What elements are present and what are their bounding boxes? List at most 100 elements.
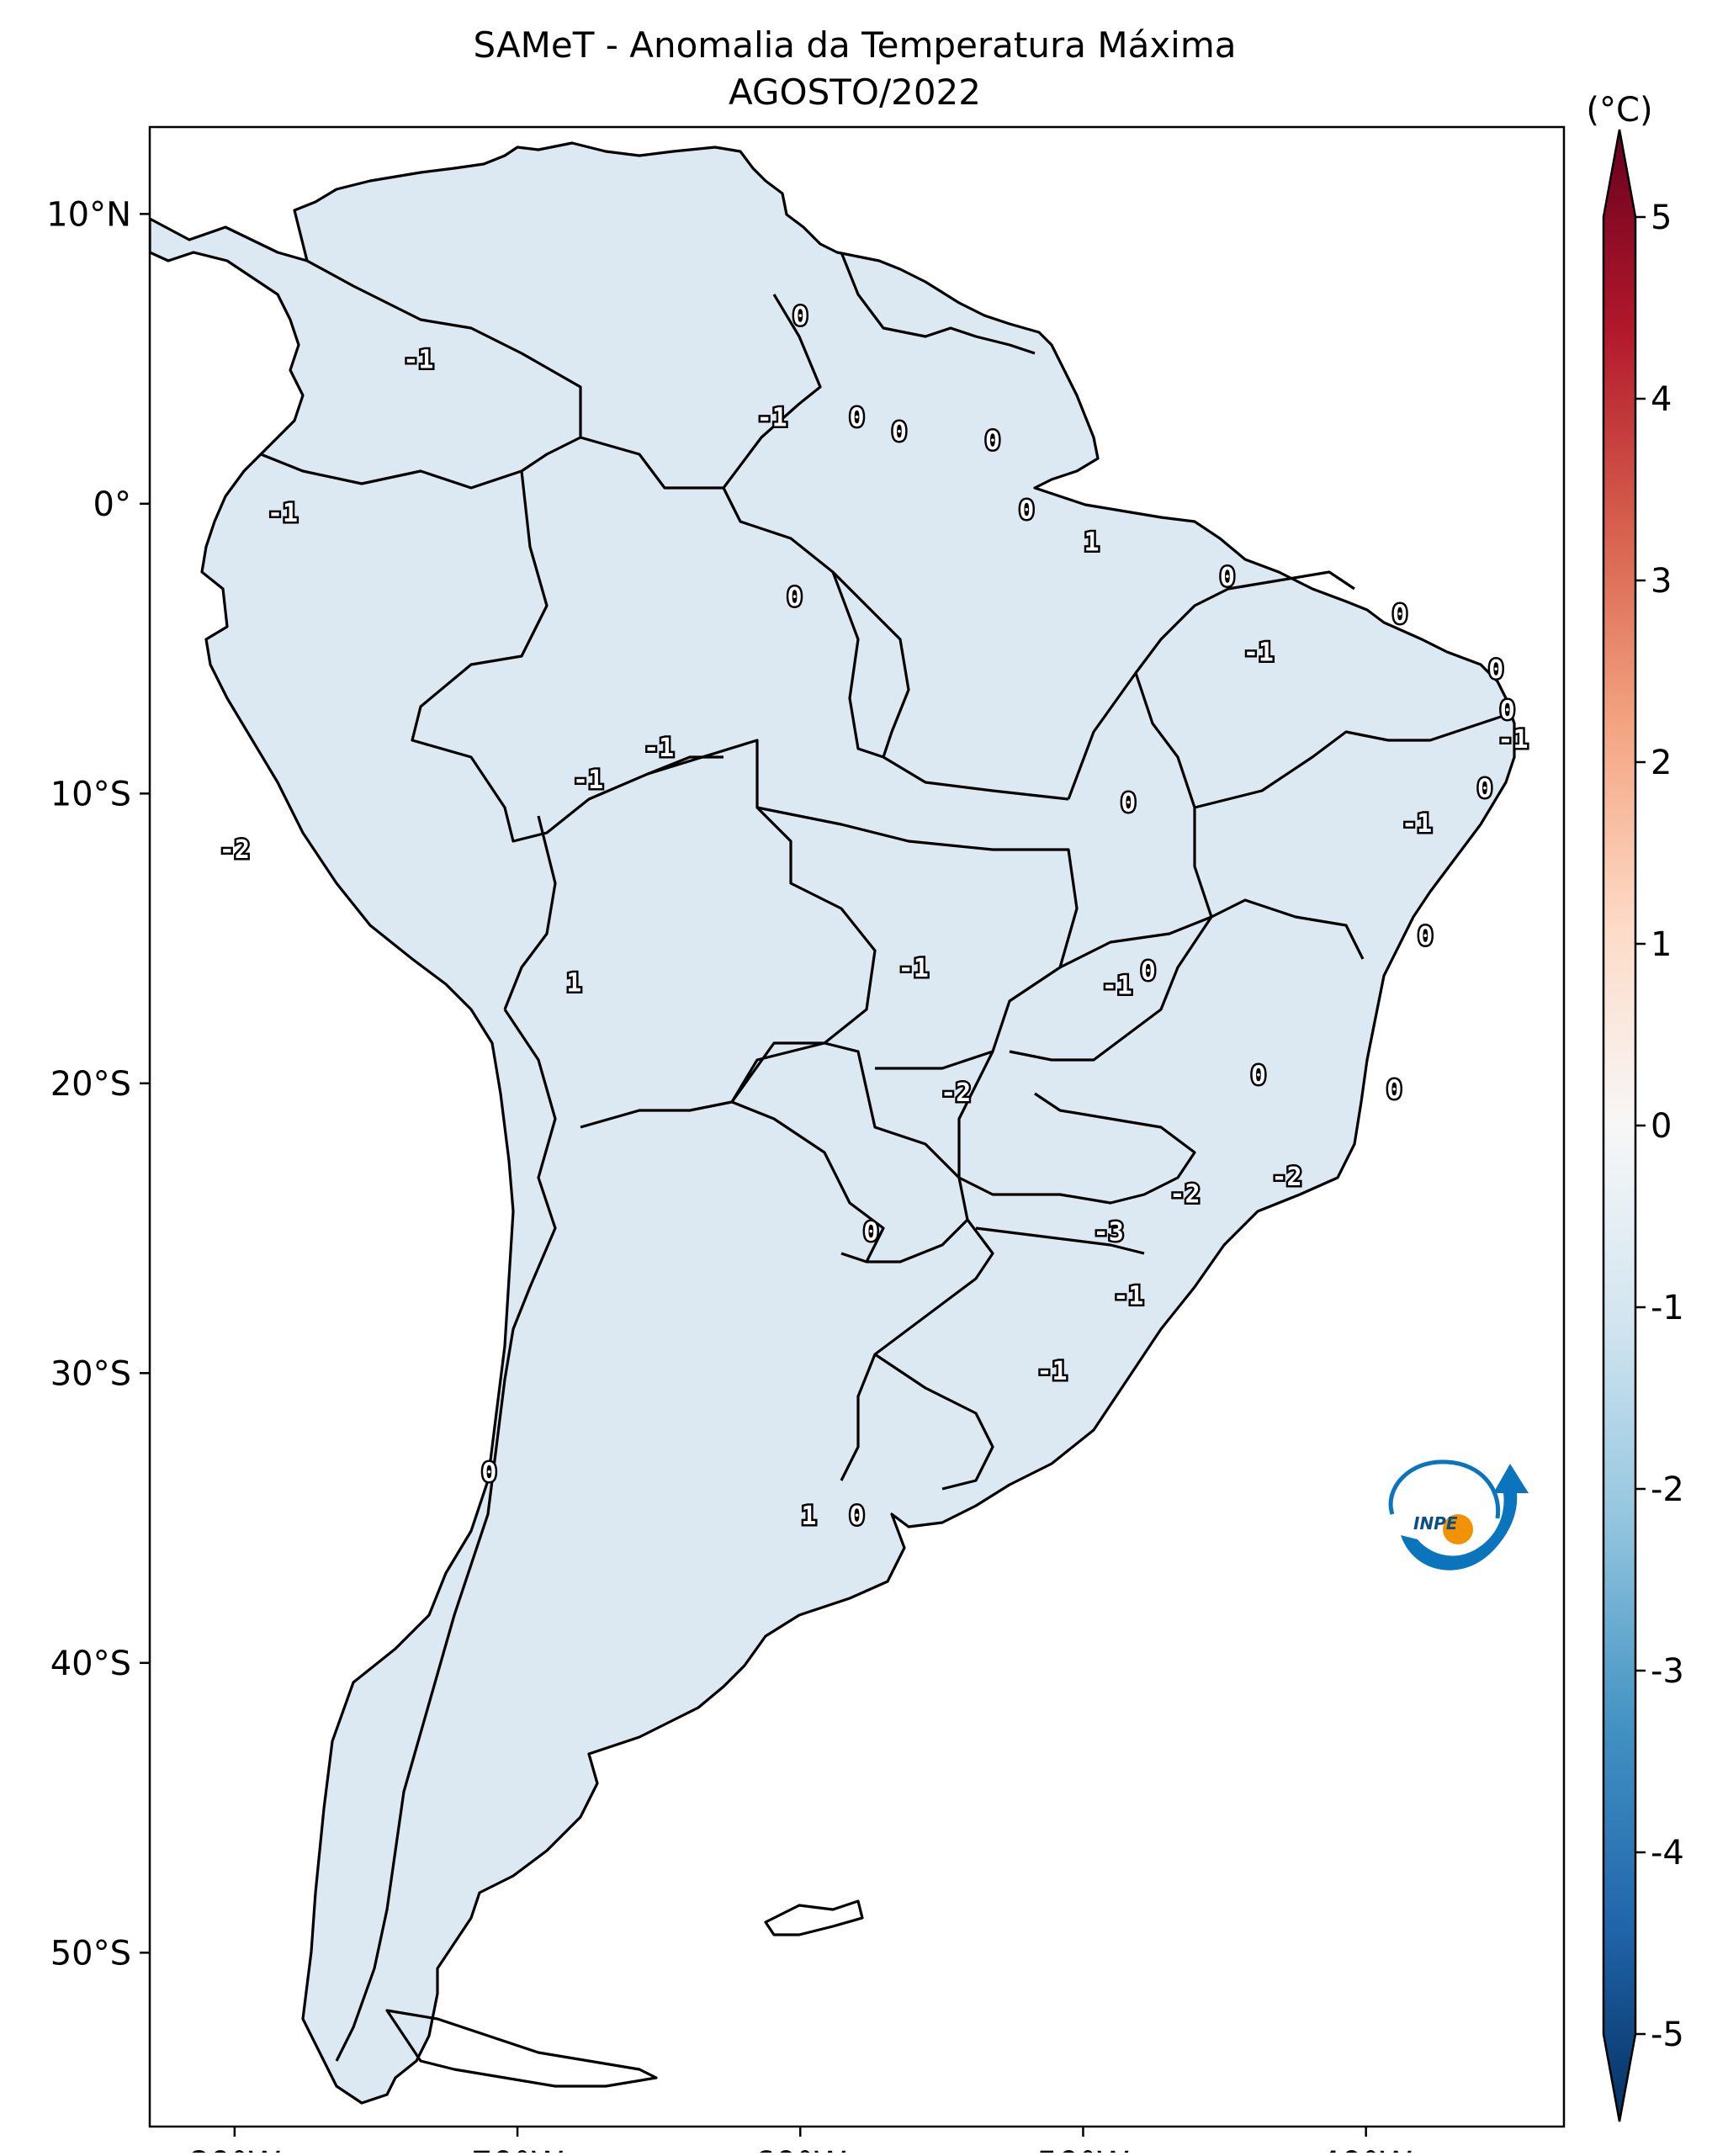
contour-label: 0 <box>1418 922 1433 951</box>
border-brazil-states-mt <box>756 806 1079 1070</box>
border-bolivia-argentina <box>580 1100 885 1263</box>
border-brazil-states-sc-rs <box>975 1226 1145 1255</box>
contour-label: 0 <box>1488 655 1503 685</box>
contour-label: 0 <box>985 426 1000 456</box>
contour-label: 1 <box>1084 528 1100 558</box>
contour-label: 0 <box>849 403 864 432</box>
colorbar-tick-label: 5 <box>1651 199 1672 237</box>
contour-label: -1 <box>1402 809 1432 839</box>
colorbar-tick-label: -4 <box>1651 1834 1684 1873</box>
contour-label: -1 <box>1102 972 1132 1001</box>
colorbar-tick-label: 2 <box>1651 744 1672 782</box>
border-peru-bolivia <box>503 815 557 1010</box>
contour-label: 1 <box>801 1502 816 1531</box>
lon-tick-label: 60°W <box>754 2145 846 2153</box>
contour-label: 0 <box>892 418 907 448</box>
lat-tick-label: 0° <box>93 485 131 524</box>
colorbar-tick-label: -5 <box>1651 2016 1684 2054</box>
lat-tick-label: 10°S <box>50 775 131 813</box>
latitude-axis: 10°N 0° 10°S 20°S 30°S 40°S 50°S <box>46 195 150 1973</box>
colorbar-unit: (°C) <box>1586 91 1652 130</box>
contour-label: 0 <box>792 302 808 331</box>
border-brazil-states-ba <box>1193 808 1365 960</box>
contour-label: -1 <box>403 346 433 375</box>
logo-sun-icon <box>1443 1514 1473 1544</box>
lon-tick-label: 70°W <box>471 2145 564 2153</box>
contour-label: 1 <box>566 968 581 998</box>
colorbar-ticks: 5 4 3 2 1 0 -1 -2 -3 -4 -5 <box>1635 199 1684 2054</box>
contour-label: -2 <box>1169 1180 1200 1210</box>
contour-label: 0 <box>1220 563 1235 592</box>
lat-tick-label: 10°N <box>46 195 131 234</box>
contour-label: 0 <box>1500 696 1515 725</box>
country-borders <box>150 141 1516 2105</box>
colorbar-body <box>1602 129 1637 2122</box>
contour-label: 0 <box>787 583 803 612</box>
map-title: SAMeT - Anomalia da Temperatura Máxima <box>474 24 1237 66</box>
contour-label: -1 <box>1497 725 1528 755</box>
contour-label: -1 <box>644 734 674 763</box>
contour-label: 0 <box>1386 1076 1402 1105</box>
border-chile-argentina <box>335 1009 557 2062</box>
contour-label: -1 <box>898 954 929 983</box>
border-brazil-states-ne <box>1134 672 1507 809</box>
contour-label: -1 <box>757 403 787 432</box>
contour-label: -1 <box>268 499 298 528</box>
border-uruguay <box>874 1353 994 1491</box>
contour-label: 0 <box>1251 1061 1266 1090</box>
map-frame <box>148 125 1566 2128</box>
lat-tick-label: 30°S <box>50 1354 131 1393</box>
contour-label: -1 <box>1036 1357 1067 1386</box>
border-peru-brazil <box>411 470 724 843</box>
border-brazil-north-states <box>722 487 1069 801</box>
lon-tick-label: 40°W <box>1319 2145 1412 2153</box>
contour-label: 0 <box>1392 601 1407 630</box>
colorbar-tick-label: -1 <box>1651 1289 1684 1327</box>
lat-tick-label: 20°S <box>50 1065 131 1104</box>
colorbar-tick-label: 4 <box>1651 380 1672 419</box>
logo-arrow-icon <box>1401 1464 1529 1571</box>
inpe-logo: INPE <box>1388 1459 1529 1571</box>
border-paraguay <box>730 1041 969 1263</box>
contour-label: -1 <box>1243 638 1274 668</box>
contour-label: -2 <box>941 1078 971 1108</box>
longitude-axis: 80°W 70°W 60°W 50°W 40°W <box>188 2127 1413 2156</box>
border-brazil-states-go-mg <box>1009 915 1213 1062</box>
contour-label: 0 <box>1121 789 1136 818</box>
border-guianas <box>840 252 1036 355</box>
contour-label: 0 <box>863 1218 878 1248</box>
colorbar: (°C) 5 4 3 2 1 0 -1 -2 -3 -4 -5 <box>1586 91 1684 2122</box>
contour-label: 0 <box>481 1458 496 1487</box>
lat-tick-label: 40°S <box>50 1645 131 1683</box>
map-subtitle: AGOSTO/2022 <box>729 72 981 113</box>
lon-tick-label: 80°W <box>188 2145 281 2153</box>
contour-label: 0 <box>1477 774 1492 803</box>
border-brazil-states-amazonas-para <box>831 570 910 758</box>
contour-label: -2 <box>220 835 250 865</box>
border-brazil-states-east <box>1067 570 1355 800</box>
colorbar-tick-label: 3 <box>1651 562 1672 601</box>
colorbar-tick-label: -3 <box>1651 1652 1684 1691</box>
border-bolivia-brazil <box>647 739 877 1103</box>
contour-label: 0 <box>1141 956 1156 986</box>
contour-label: -1 <box>1113 1281 1143 1311</box>
contour-label: 0 <box>849 1502 864 1531</box>
contour-label: -1 <box>573 765 603 795</box>
colorbar-tick-label: 0 <box>1651 1107 1672 1146</box>
border-colombia-venezuela <box>306 259 822 490</box>
border-colombia-peru <box>260 436 581 490</box>
border-brazil-states-sp-pr <box>957 1051 1196 1205</box>
lon-tick-label: 50°W <box>1036 2145 1129 2153</box>
colorbar-tick-label: -2 <box>1651 1470 1684 1509</box>
lat-tick-label: 50°S <box>50 1934 131 1973</box>
border-brazil-argentina-uruguay <box>840 1219 994 1481</box>
colorbar-tick-label: 1 <box>1651 925 1672 964</box>
logo-text: INPE <box>1413 1513 1458 1534</box>
falklands-islands <box>764 1899 864 1936</box>
contour-label: 0 <box>1019 496 1034 526</box>
border-tierra-del-fuego <box>385 2009 658 2088</box>
contour-label: -3 <box>1094 1218 1124 1248</box>
